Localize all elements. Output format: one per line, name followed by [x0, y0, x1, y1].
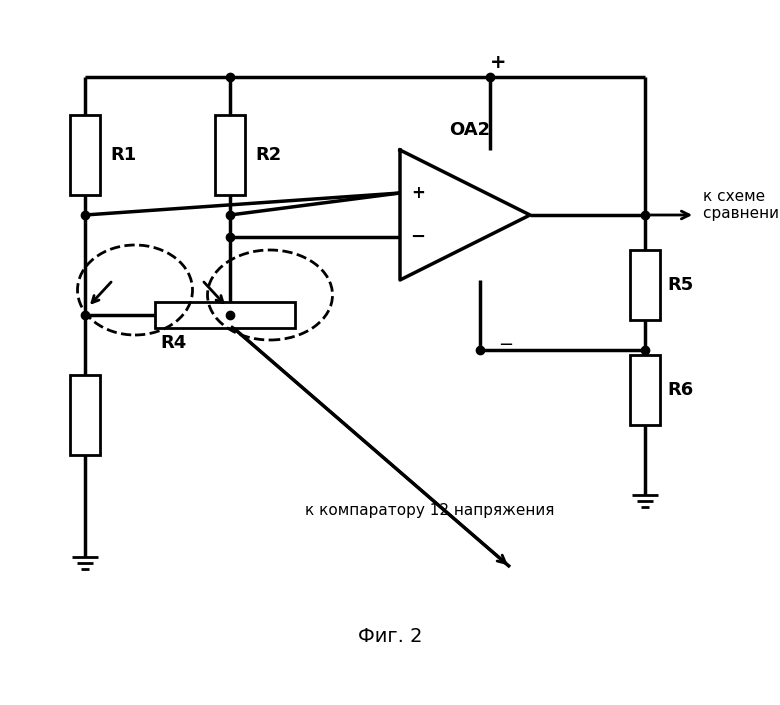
Bar: [70, 115, 100, 195]
Bar: [630, 355, 660, 425]
Text: +: +: [490, 52, 506, 71]
Bar: [155, 302, 295, 328]
Text: R1: R1: [110, 146, 136, 164]
Text: к схеме
сравнения 2: к схеме сравнения 2: [703, 189, 780, 221]
Text: −: −: [410, 228, 426, 246]
Text: −: −: [498, 336, 513, 354]
Bar: [630, 250, 660, 320]
Text: +: +: [411, 184, 425, 202]
Text: OA2: OA2: [449, 121, 491, 139]
Text: Фиг. 2: Фиг. 2: [358, 627, 422, 646]
Text: R2: R2: [255, 146, 282, 164]
Bar: [215, 115, 245, 195]
Text: R6: R6: [667, 381, 693, 399]
Text: R4: R4: [160, 334, 186, 352]
Bar: [70, 375, 100, 455]
Text: R5: R5: [667, 276, 693, 294]
Text: к компаратору 12 напряжения: к компаратору 12 напряжения: [305, 503, 555, 517]
